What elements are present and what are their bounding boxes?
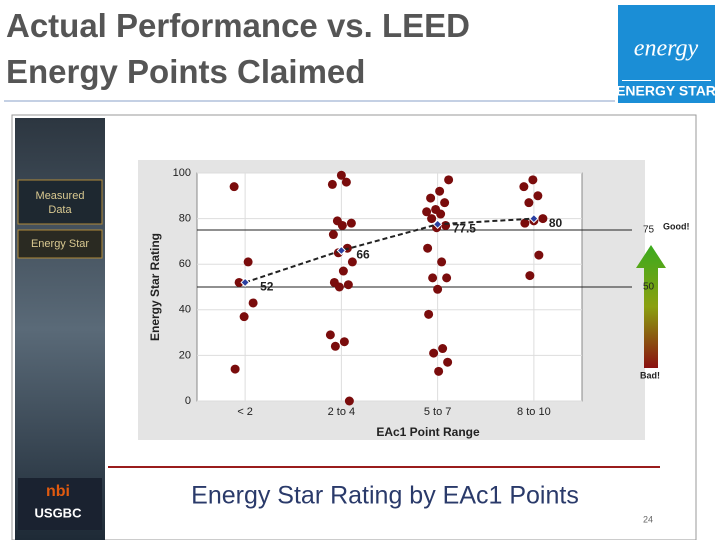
- point: [343, 280, 353, 290]
- point: [534, 250, 544, 260]
- point: [336, 170, 346, 180]
- point: [230, 364, 240, 374]
- mean-label: 52: [260, 280, 274, 294]
- page-number: 24: [643, 514, 653, 524]
- slide-title: Actual Performance vs. LEED Energy Points…: [6, 7, 470, 90]
- logo: [618, 5, 715, 103]
- mean-marker: [240, 277, 250, 288]
- point: [341, 177, 351, 187]
- y-tick-label: 100: [173, 167, 191, 179]
- y-tick-label: 20: [179, 349, 191, 361]
- point: [427, 214, 437, 224]
- point: [325, 330, 335, 340]
- point: [444, 175, 454, 185]
- sidebar-footer-box: [18, 478, 102, 530]
- point: [443, 357, 453, 367]
- annotation: Good!: [663, 221, 690, 231]
- point: [520, 218, 530, 228]
- point: [442, 273, 452, 283]
- y-tick-label: 80: [179, 213, 191, 225]
- point: [437, 257, 447, 267]
- point: [248, 298, 258, 308]
- point: [243, 257, 253, 267]
- point: [440, 198, 450, 208]
- point: [423, 243, 433, 253]
- x-tick-label: 5 to 7: [424, 406, 452, 418]
- point: [346, 218, 356, 228]
- point: [528, 175, 538, 185]
- point: [435, 186, 445, 196]
- sidebar-item: Measured Data: [36, 190, 85, 216]
- point: [436, 209, 446, 219]
- x-tick-label: < 2: [237, 406, 253, 418]
- sidebar-box: [17, 179, 103, 225]
- annotation: Bad!: [640, 370, 660, 380]
- x-tick-label: 2 to 4: [328, 406, 356, 418]
- point: [428, 273, 438, 283]
- point: [438, 344, 448, 354]
- sidebar-item: Energy Star: [31, 238, 89, 250]
- point: [234, 277, 244, 287]
- point: [429, 348, 439, 358]
- y-tick-label: 60: [179, 258, 191, 270]
- point: [424, 309, 434, 319]
- point: [524, 198, 534, 208]
- point: [239, 312, 249, 322]
- logo-script: energy: [634, 36, 699, 62]
- point: [338, 266, 348, 276]
- point: [519, 182, 529, 192]
- point: [422, 207, 432, 217]
- sidebar-footer: USGBC: [35, 505, 83, 520]
- mean-marker: [432, 219, 443, 230]
- point: [334, 282, 344, 292]
- mean-marker: [529, 213, 539, 224]
- y-axis-label: Energy Star Rating: [148, 233, 162, 341]
- point: [533, 191, 543, 201]
- x-axis-label: EAc1 Point Range: [376, 425, 480, 439]
- sidebar-footer: nbi: [46, 483, 70, 500]
- point: [433, 284, 443, 294]
- point: [328, 230, 338, 240]
- point: [347, 257, 357, 267]
- point: [337, 220, 347, 230]
- mean-line: [244, 217, 534, 284]
- point: [339, 337, 349, 347]
- point: [229, 182, 239, 192]
- point: [330, 341, 340, 351]
- point: [441, 220, 451, 230]
- mean-label: 80: [549, 216, 563, 230]
- point: [426, 193, 436, 203]
- point: [327, 179, 337, 189]
- x-tick-label: 8 to 10: [517, 406, 551, 418]
- logo-text: ENERGY STAR: [616, 83, 716, 99]
- mean-marker: [336, 245, 347, 256]
- y-tick-label: 0: [185, 395, 191, 407]
- mean-label: 77.5: [453, 221, 477, 235]
- point: [525, 271, 535, 281]
- logo-rule: [622, 80, 711, 81]
- y-tick-label: 40: [179, 304, 191, 316]
- good-bad-arrow: [636, 245, 666, 368]
- point: [344, 396, 354, 406]
- mean-label: 66: [356, 248, 370, 262]
- point: [434, 366, 444, 376]
- sidebar-box: [17, 229, 103, 259]
- reference-label: 50: [643, 282, 655, 293]
- point: [538, 214, 548, 224]
- reference-label: 75: [643, 225, 655, 236]
- caption: Energy Star Rating by EAc1 Points: [191, 482, 579, 510]
